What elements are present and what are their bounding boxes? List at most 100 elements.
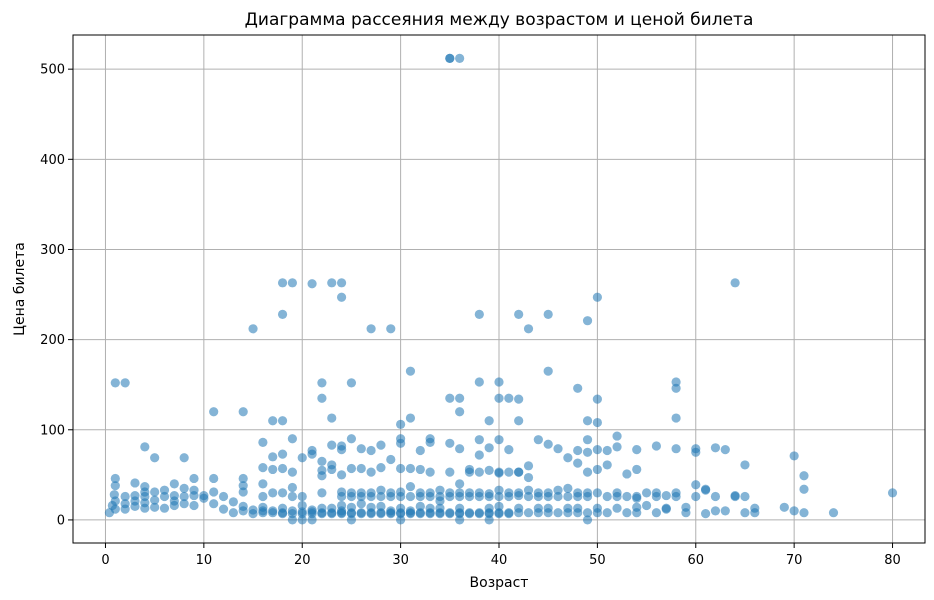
- scatter-point: [386, 509, 396, 519]
- scatter-point: [258, 508, 268, 518]
- scatter-point: [602, 460, 612, 470]
- scatter-point: [238, 487, 248, 497]
- scatter-point: [523, 461, 534, 471]
- scatter-point: [179, 453, 189, 463]
- scatter-point: [277, 309, 288, 319]
- scatter-point: [612, 431, 622, 441]
- scatter-point: [573, 445, 583, 456]
- scatter-point: [523, 491, 534, 502]
- scatter-point: [484, 416, 494, 426]
- scatter-point: [445, 509, 455, 519]
- x-tick-label: 50: [589, 553, 606, 568]
- scatter-point: [582, 316, 593, 326]
- x-tick-label: 80: [884, 553, 901, 568]
- scatter-point: [366, 491, 376, 502]
- scatter-point: [218, 491, 229, 502]
- scatter-point: [396, 509, 406, 519]
- scatter-point: [691, 480, 701, 490]
- y-tick-label: 100: [40, 423, 65, 438]
- scatter-point: [592, 292, 602, 302]
- scatter-point: [356, 499, 366, 509]
- scatter-point: [336, 445, 347, 455]
- scatter-point: [651, 441, 662, 451]
- scatter-point: [455, 444, 465, 454]
- scatter-point: [514, 309, 524, 319]
- scatter-point: [710, 506, 721, 516]
- scatter-point: [130, 478, 140, 488]
- scatter-point: [563, 483, 573, 493]
- scatter-point: [268, 464, 278, 475]
- scatter-point: [641, 500, 652, 511]
- scatter-point: [740, 491, 750, 502]
- scatter-point: [484, 443, 494, 453]
- x-tick-label: 60: [687, 553, 704, 568]
- scatter-point: [258, 491, 268, 502]
- scatter-point: [582, 416, 593, 426]
- scatter-point: [336, 509, 347, 519]
- scatter-point: [248, 324, 258, 334]
- scatter-point: [327, 440, 337, 450]
- scatter-point: [317, 378, 327, 388]
- scatter-point: [366, 509, 376, 519]
- scatter-point: [740, 460, 750, 470]
- scatter-point: [150, 487, 160, 497]
- scatter-point: [356, 444, 366, 454]
- x-tick-label: 20: [294, 553, 311, 568]
- scatter-point: [228, 508, 238, 518]
- scatter-point: [356, 463, 366, 474]
- scatter-point: [504, 393, 514, 403]
- scatter-point: [474, 509, 484, 519]
- scatter-point: [268, 488, 278, 498]
- scatter-point: [612, 442, 622, 452]
- scatter-point: [415, 464, 425, 475]
- scatter-point: [366, 467, 376, 477]
- scatter-point: [366, 445, 376, 456]
- scatter-point: [779, 502, 789, 512]
- scatter-point: [484, 465, 494, 475]
- scatter-point: [346, 491, 357, 502]
- scatter-point: [602, 491, 612, 502]
- scatter-point: [277, 488, 288, 498]
- scatter-point: [425, 437, 435, 447]
- scatter-point: [582, 435, 593, 445]
- scatter-point: [504, 467, 514, 477]
- scatter-point: [671, 444, 681, 454]
- scatter-point: [386, 454, 396, 465]
- scatter-point: [169, 500, 179, 511]
- scatter-point: [110, 473, 120, 484]
- scatter-point: [209, 487, 219, 497]
- scatter-point: [238, 407, 248, 417]
- scatter-point: [405, 491, 416, 502]
- x-tick-label: 40: [491, 553, 508, 568]
- scatter-point: [573, 508, 583, 518]
- scatter-point: [396, 419, 406, 429]
- scatter-point: [455, 491, 465, 502]
- scatter-point: [317, 471, 327, 481]
- scatter-point: [740, 508, 750, 518]
- scatter-point: [396, 463, 406, 474]
- scatter-point: [523, 485, 534, 495]
- scatter-point: [553, 444, 563, 454]
- scatter-point: [150, 453, 160, 463]
- scatter-point: [376, 440, 386, 450]
- scatter-point: [336, 292, 347, 302]
- scatter-point: [140, 503, 150, 513]
- scatter-point: [130, 501, 140, 511]
- scatter-point: [592, 464, 602, 475]
- scatter-point: [494, 467, 504, 477]
- axis-ticks: 0 10 20 30 40 50 60 70 80 0 100 200 300 400 500: [40, 63, 901, 568]
- scatter-point: [189, 500, 199, 511]
- scatter-point: [405, 413, 416, 423]
- scatter-point: [651, 508, 662, 518]
- scatter-point: [297, 515, 307, 525]
- scatter-point: [514, 508, 524, 518]
- scatter-point: [425, 491, 435, 502]
- scatter-point: [405, 481, 416, 492]
- scatter-point: [632, 464, 642, 475]
- scatter-point: [494, 501, 504, 511]
- scatter-point: [317, 488, 327, 498]
- scatter-point: [701, 509, 711, 519]
- scatter-point: [474, 435, 484, 445]
- scatter-point: [455, 515, 465, 525]
